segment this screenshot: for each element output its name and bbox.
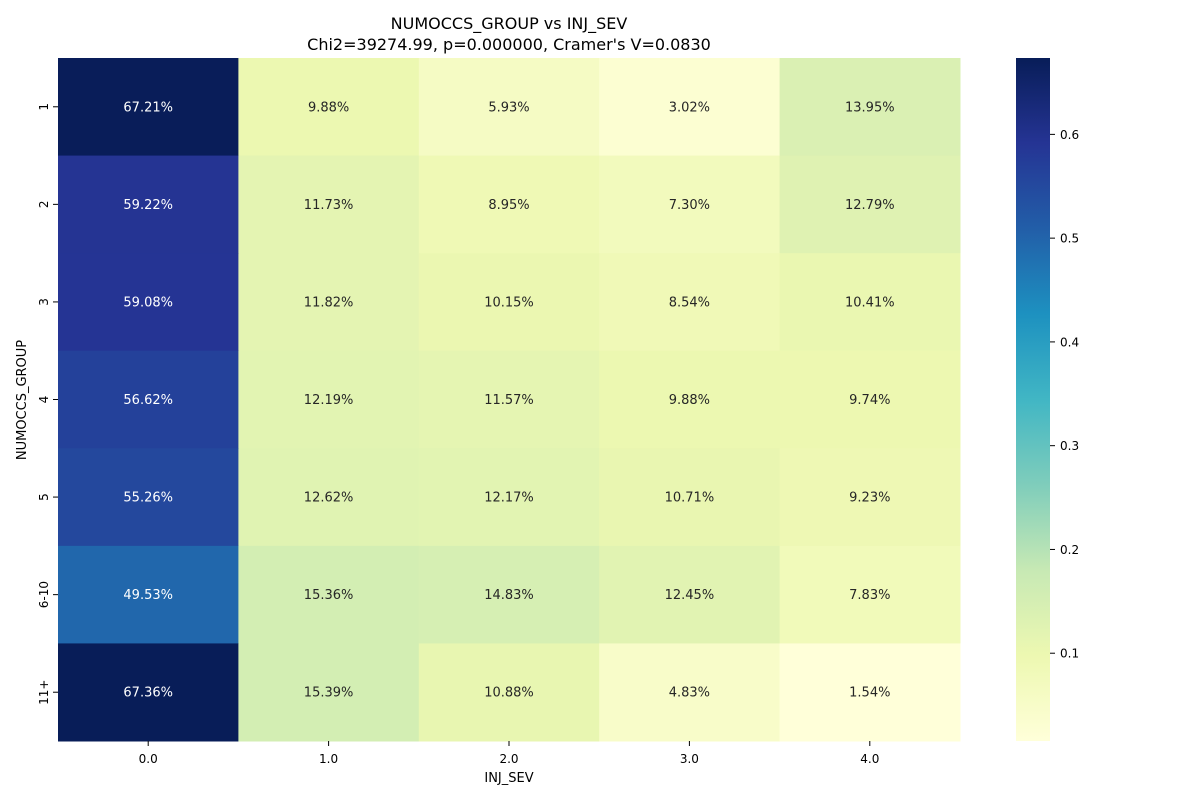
cell-value-label: 9.88% (669, 393, 710, 408)
x-tick-label: 4.0 (860, 752, 879, 766)
heatmap-cell-6-10-1.0 (238, 545, 420, 644)
heatmap-cell-5-1.0 (238, 448, 420, 547)
heatmap-cell-3-3.0 (599, 253, 781, 352)
heatmap-cell-6-10-0.0 (58, 545, 239, 644)
y-tick-label: 6-10 (37, 581, 51, 608)
heatmap-cell-5-0.0 (58, 448, 239, 547)
y-tick-label: 11+ (37, 680, 51, 705)
y-axis-ticks: 1 2 3 4 5 6-10 11+ (37, 103, 58, 705)
heatmap-cell-1-1.0 (238, 58, 420, 157)
colorbar-tick-label: 0.4 (1060, 335, 1079, 349)
cell-value-label: 10.41% (845, 295, 895, 310)
heatmap-cell-11+-0.0 (58, 643, 239, 742)
cell-value-label: 12.17% (484, 491, 534, 506)
colorbar (1016, 58, 1050, 741)
x-axis-ticks: 0.0 1.0 2.0 3.0 4.0 (139, 741, 879, 766)
heatmap-cell-4-4.0 (779, 350, 961, 449)
heatmap-cell-1-2.0 (418, 58, 600, 157)
heatmap-cell-3-2.0 (418, 253, 600, 352)
y-tick-label: 2 (37, 201, 51, 209)
chart-title: NUMOCCS_GROUP vs INJ_SEV (391, 14, 628, 34)
heatmap-cell-3-4.0 (779, 253, 961, 352)
cell-value-label: 8.54% (669, 295, 710, 310)
heatmap-cell-2-1.0 (238, 155, 420, 254)
heatmap-cell-2-0.0 (58, 155, 239, 254)
cell-value-label: 56.62% (123, 393, 173, 408)
cell-value-label: 10.71% (665, 491, 715, 506)
cell-value-label: 12.19% (304, 393, 354, 408)
cell-value-label: 59.22% (123, 198, 173, 213)
cell-value-label: 11.82% (304, 295, 354, 310)
heatmap-cell-4-0.0 (58, 350, 239, 449)
cell-value-label: 7.30% (669, 198, 710, 213)
y-tick-label: 4 (37, 396, 51, 404)
cell-value-label: 14.83% (484, 588, 534, 603)
y-axis-label: NUMOCCS_GROUP (15, 340, 30, 460)
cell-value-label: 12.45% (665, 588, 715, 603)
cell-value-label: 7.83% (849, 588, 890, 603)
heatmap-cell-1-4.0 (779, 58, 961, 157)
heatmap-cell-2-2.0 (418, 155, 600, 254)
cell-value-label: 1.54% (849, 686, 890, 701)
cell-value-label: 12.79% (845, 198, 895, 213)
heatmap-cell-6-10-4.0 (779, 545, 961, 644)
x-axis-label: INJ_SEV (484, 771, 533, 786)
heatmap-cell-11+-1.0 (238, 643, 420, 742)
y-tick-label: 3 (37, 298, 51, 306)
cell-value-label: 4.83% (669, 686, 710, 701)
cell-value-label: 5.93% (488, 100, 529, 115)
y-tick-label: 1 (37, 103, 51, 111)
heatmap-cell-4-3.0 (599, 350, 781, 449)
colorbar-tick-label: 0.6 (1060, 128, 1079, 142)
x-tick-label: 1.0 (319, 752, 338, 766)
x-tick-label: 0.0 (139, 752, 158, 766)
heatmap-cell-1-3.0 (599, 58, 781, 157)
heatmap-cell-4-2.0 (418, 350, 600, 449)
x-tick-label: 3.0 (680, 752, 699, 766)
colorbar-tick-label: 0.2 (1060, 543, 1079, 557)
heatmap-cell-5-4.0 (779, 448, 961, 547)
cell-value-label: 67.21% (123, 100, 173, 115)
cell-value-label: 55.26% (123, 491, 173, 506)
heatmap-cell-5-3.0 (599, 448, 781, 547)
heatmap-cell-3-0.0 (58, 253, 239, 352)
cell-value-label: 9.74% (849, 393, 890, 408)
cell-value-label: 15.39% (304, 686, 354, 701)
cell-value-label: 11.57% (484, 393, 534, 408)
heatmap-cell-11+-2.0 (418, 643, 600, 742)
cell-value-label: 67.36% (123, 686, 173, 701)
cell-value-label: 59.08% (123, 295, 173, 310)
x-tick-label: 2.0 (499, 752, 518, 766)
cell-value-label: 11.73% (304, 198, 354, 213)
chart-subtitle: Chi2=39274.99, p=0.000000, Cramer's V=0.… (307, 35, 711, 54)
heatmap-cell-3-1.0 (238, 253, 420, 352)
cell-value-label: 10.88% (484, 686, 534, 701)
heatmap-cell-4-1.0 (238, 350, 420, 449)
cell-value-label: 3.02% (669, 100, 710, 115)
cell-value-label: 9.23% (849, 491, 890, 506)
heatmap-cells: 67.21% 9.88% 5.93% 3.02% 13.95% 59.22% 11.73% 8… (58, 58, 961, 742)
heatmap-cell-2-3.0 (599, 155, 781, 254)
heatmap-cell-5-2.0 (418, 448, 600, 547)
y-tick-label: 5 (37, 493, 51, 501)
heatmap-cell-2-4.0 (779, 155, 961, 254)
colorbar-ticks: 0.1 0.2 0.3 0.4 0.5 0.6 (1050, 128, 1079, 661)
cell-value-label: 10.15% (484, 295, 534, 310)
cell-value-label: 12.62% (304, 491, 354, 506)
cell-value-label: 13.95% (845, 100, 895, 115)
heatmap-cell-11+-3.0 (599, 643, 781, 742)
heatmap-cell-1-0.0 (58, 58, 239, 157)
heatmap-cell-11+-4.0 (779, 643, 961, 742)
cell-value-label: 49.53% (123, 588, 173, 603)
colorbar-tick-label: 0.1 (1060, 647, 1079, 661)
colorbar-tick-label: 0.5 (1060, 232, 1079, 246)
cell-value-label: 8.95% (488, 198, 529, 213)
cell-value-label: 15.36% (304, 588, 354, 603)
colorbar-tick-label: 0.3 (1060, 439, 1079, 453)
heatmap-cell-6-10-2.0 (418, 545, 600, 644)
cell-value-label: 9.88% (308, 100, 349, 115)
heatmap-cell-6-10-3.0 (599, 545, 781, 644)
